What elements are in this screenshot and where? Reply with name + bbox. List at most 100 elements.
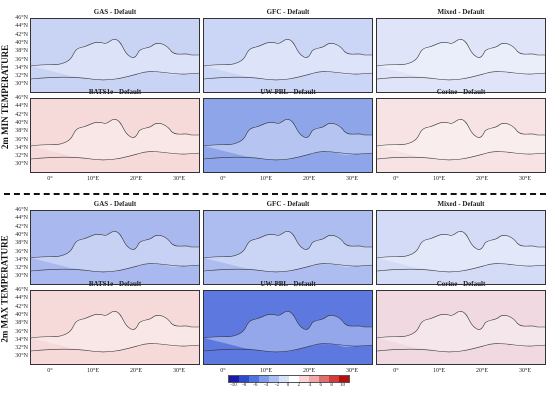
sea-shading — [204, 231, 372, 272]
sea-shading — [204, 39, 372, 80]
lat-label: 30°N — [15, 273, 28, 280]
lon-label: 0° — [47, 176, 53, 182]
lon-label: 10°E — [432, 176, 446, 182]
panel-title: Mixed - Default — [437, 8, 485, 16]
map-panel-max-mixed — [376, 210, 546, 285]
lat-label: 44°N — [15, 103, 28, 110]
coastline-map — [377, 231, 545, 273]
panel-title: UW-PBL - Default — [260, 280, 316, 288]
lat-label: 34°N — [15, 256, 28, 263]
sea-shading — [377, 39, 545, 80]
coastline-map — [204, 119, 372, 161]
north-coastline — [204, 119, 372, 147]
coastline-map — [377, 311, 545, 353]
lat-label: 38°N — [15, 240, 28, 247]
lat-label: 42°N — [15, 303, 28, 310]
lon-label: 30°E — [345, 176, 359, 182]
lon-label: 20°E — [475, 176, 489, 182]
north-coastline — [204, 311, 372, 339]
colorbar-swatch — [259, 376, 269, 382]
lat-label: 36°N — [15, 136, 28, 143]
sea-shading — [31, 311, 199, 352]
lon-label: 20°E — [302, 176, 316, 182]
panel-title: GAS - Default — [93, 200, 137, 208]
colorbar-tick-label: -6 — [253, 383, 258, 388]
lat-label: 40°N — [15, 311, 28, 318]
south-coastline — [204, 151, 372, 161]
lat-label: 42°N — [15, 111, 28, 118]
lat-label: 42°N — [15, 223, 28, 230]
colorbar-swatch — [329, 376, 339, 382]
map-panel-min-gas — [30, 18, 200, 93]
north-coastline — [31, 119, 199, 147]
coastline-map — [31, 231, 199, 273]
lon-label: 0° — [393, 368, 399, 374]
lat-label: 36°N — [15, 56, 28, 63]
lon-label: 30°E — [518, 368, 532, 374]
lon-label: 10°E — [86, 176, 100, 182]
north-coastline — [377, 311, 545, 339]
coastline-map — [31, 311, 199, 353]
lon-label: 30°E — [172, 368, 186, 374]
lon-label: 10°E — [259, 368, 273, 374]
colorbar-swatch — [229, 376, 239, 382]
lat-label: 46°N — [15, 207, 28, 213]
lat-label: 32°N — [15, 153, 28, 160]
colorbar-swatch — [279, 376, 289, 382]
lon-label: 10°E — [259, 176, 273, 182]
map-panel-min-corine — [376, 98, 546, 173]
lat-label: 36°N — [15, 328, 28, 335]
lat-label: 46°N — [15, 287, 28, 293]
panel-title: UW-PBL - Default — [260, 88, 316, 96]
north-coastline — [377, 119, 545, 147]
lon-label: 20°E — [129, 368, 143, 374]
lat-label: 32°N — [15, 73, 28, 80]
sea-shading — [377, 119, 545, 160]
sea-shading — [377, 311, 545, 352]
colorbar-swatch — [309, 376, 319, 382]
sea-shading — [204, 119, 372, 160]
lon-label: 30°E — [518, 176, 532, 182]
lat-label: 38°N — [15, 320, 28, 327]
colorbar-tick-label: 6 — [319, 383, 322, 388]
colorbar — [228, 375, 350, 383]
lon-label: 20°E — [475, 368, 489, 374]
coastline-map — [204, 39, 372, 81]
coastline-map — [377, 119, 545, 161]
colorbar-tick-label: 4 — [308, 383, 312, 388]
lon-label: 0° — [47, 368, 53, 374]
panel-title: Mixed - Default — [437, 200, 485, 208]
lon-label: 0° — [393, 176, 399, 182]
lon-label: 30°E — [345, 368, 359, 374]
lat-label: 36°N — [15, 248, 28, 255]
north-coastline — [31, 311, 199, 339]
coastline-map — [31, 119, 199, 161]
map-panel-min-mixed — [376, 18, 546, 93]
panel-title: GAS - Default — [93, 8, 137, 16]
lat-label: 42°N — [15, 31, 28, 38]
map-panel-max-bats1e — [30, 290, 200, 365]
sea-shading — [377, 231, 545, 272]
lon-label: 10°E — [86, 368, 100, 374]
south-coastline — [204, 71, 372, 81]
lat-label: 32°N — [15, 345, 28, 352]
lat-label: 44°N — [15, 295, 28, 302]
map-panel-min-gfc — [203, 18, 373, 93]
south-coastline — [377, 343, 545, 353]
north-coastline — [31, 39, 199, 67]
panel-title: GFC - Default — [266, 200, 310, 208]
lat-label: 30°N — [15, 353, 28, 360]
coastline-map — [204, 231, 372, 273]
panel-title: GFC - Default — [266, 8, 310, 16]
lon-label: 10°E — [432, 368, 446, 374]
map-panel-max-uwpbl — [203, 290, 373, 365]
sea-shading — [204, 311, 372, 352]
coastline-map — [31, 39, 199, 81]
colorbar-tick-label: -8 — [242, 383, 247, 388]
colorbar-tick-label: -4 — [264, 383, 269, 388]
south-coastline — [377, 151, 545, 161]
north-coastline — [377, 39, 545, 67]
colorbar-swatch — [319, 376, 329, 382]
lon-label: 20°E — [302, 368, 316, 374]
north-coastline — [204, 39, 372, 67]
